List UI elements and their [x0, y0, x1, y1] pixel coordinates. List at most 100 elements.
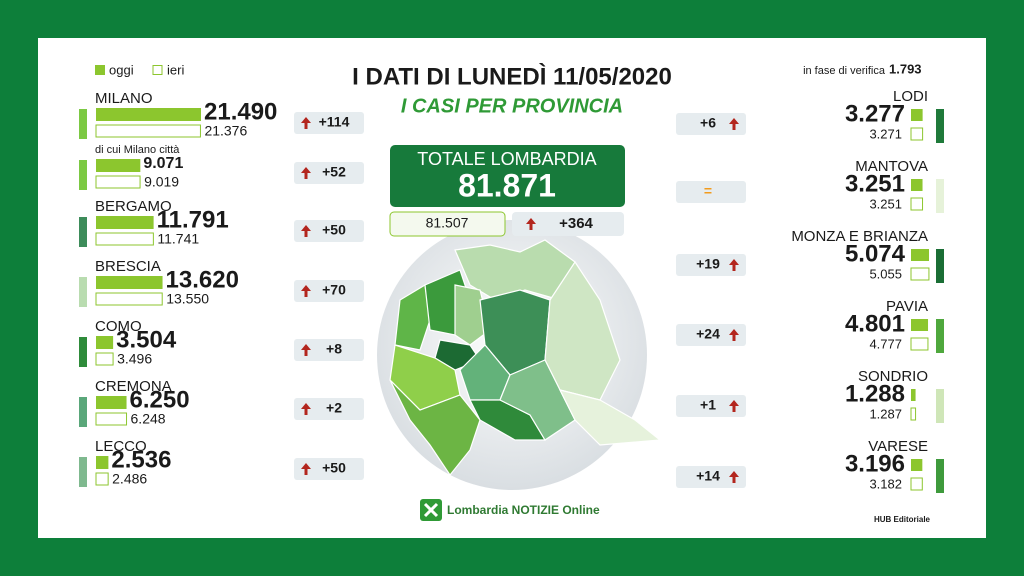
delta: +52 — [322, 164, 346, 180]
province-name: LECCO — [95, 438, 147, 455]
today-bar — [911, 389, 916, 401]
total-delta-box — [512, 212, 624, 236]
yesterday-bar — [910, 267, 930, 281]
brand: Lombardia NOTIZIE Online — [447, 503, 600, 517]
today-value: 3.251 — [845, 170, 905, 197]
total-label: TOTALE LOMBARDIA — [417, 149, 596, 169]
today-value: 21.490 — [204, 98, 277, 125]
yesterday-value: 3.251 — [869, 196, 902, 211]
legend-swatch — [152, 65, 163, 75]
delta-box — [676, 395, 746, 417]
subtitle: I CASI PER PROVINCIA — [401, 95, 623, 117]
color-stripe — [79, 457, 87, 487]
today-value: 11.791 — [157, 206, 229, 233]
color-stripe — [936, 249, 944, 283]
today-bar — [96, 396, 127, 409]
today-value: 13.620 — [166, 266, 239, 293]
map-region — [394, 284, 431, 351]
arrow-icon — [301, 167, 311, 179]
province-name: MONZA E BRIANZA — [791, 228, 928, 245]
yesterday-value: 3.182 — [869, 476, 902, 491]
color-stripe — [79, 160, 87, 190]
yesterday-bar — [910, 197, 924, 211]
today-value: 6.250 — [130, 386, 190, 413]
color-stripe — [936, 319, 944, 353]
delta-box — [294, 280, 364, 302]
delta: +50 — [322, 460, 346, 476]
total-yesterday: 81.507 — [426, 215, 469, 231]
yesterday-bar — [910, 127, 924, 141]
yesterday-value: 21.376 — [204, 123, 247, 139]
today-bar — [911, 179, 923, 191]
delta-box — [676, 324, 746, 346]
arrow-icon — [301, 225, 311, 237]
map-region — [389, 379, 481, 477]
arrow-icon — [729, 118, 739, 130]
today-bar — [911, 109, 923, 121]
yesterday-bar — [95, 232, 154, 246]
province-name: BERGAMO — [95, 198, 172, 215]
yesterday-value: 13.550 — [166, 291, 209, 307]
today-value: 5.074 — [845, 240, 906, 267]
province-name: COMO — [95, 318, 142, 335]
today-value: 9.071 — [143, 155, 183, 172]
legend-label: oggi — [109, 62, 134, 77]
province-name: MILANO — [95, 90, 153, 107]
today-value: 3.277 — [845, 100, 905, 127]
today-bar — [96, 336, 114, 349]
map — [389, 239, 662, 477]
arrow-icon — [729, 400, 739, 412]
map-region — [558, 389, 662, 446]
delta-box — [294, 339, 364, 361]
delta: +6 — [700, 115, 716, 131]
arrow-icon — [301, 344, 311, 356]
total-delta: +364 — [559, 215, 593, 232]
yesterday-value: 6.248 — [131, 411, 166, 427]
today-value: 4.801 — [845, 310, 905, 337]
yesterday-bar — [95, 352, 114, 366]
province-name: di cui Milano città — [95, 144, 180, 156]
province-name: CREMONA — [95, 378, 172, 395]
color-stripe — [79, 277, 87, 307]
total-box — [390, 145, 625, 207]
legend-swatch — [95, 65, 105, 75]
yesterday-bar — [910, 477, 923, 491]
color-stripe — [936, 179, 944, 213]
verification-value: 1.793 — [889, 61, 922, 76]
title: I DATI DI LUNEDÌ 11/05/2020 — [352, 62, 672, 90]
delta-box — [676, 254, 746, 276]
color-stripe — [79, 337, 87, 367]
delta-box — [294, 112, 364, 134]
yesterday-bar — [95, 412, 128, 426]
today-bar — [96, 108, 201, 121]
today-bar — [911, 459, 923, 471]
color-stripe — [936, 389, 944, 423]
province-name: LODI — [893, 88, 928, 105]
delta: +70 — [322, 282, 346, 298]
color-stripe — [936, 109, 944, 143]
verification-label: in fase di verifica — [803, 65, 886, 77]
today-bar — [96, 216, 154, 229]
province-name: VARESE — [868, 438, 928, 455]
today-bar — [96, 456, 109, 469]
province-name: BRESCIA — [95, 258, 161, 275]
arrow-icon — [301, 117, 311, 129]
today-value: 3.504 — [116, 326, 177, 353]
yesterday-value: 3.496 — [117, 351, 152, 367]
delta: +24 — [696, 326, 720, 342]
yesterday-value: 5.055 — [869, 266, 902, 281]
yesterday-bar — [95, 124, 201, 138]
arrow-icon — [729, 471, 739, 483]
today-bar — [96, 276, 163, 289]
delta-box — [294, 162, 364, 184]
color-stripe — [79, 109, 87, 139]
province-name: PAVIA — [886, 298, 928, 315]
delta: = — [704, 183, 712, 199]
total-value: 81.871 — [458, 167, 556, 203]
yesterday-value: 9.019 — [144, 174, 179, 190]
delta-box — [294, 220, 364, 242]
delta: +1 — [700, 397, 716, 413]
yesterday-bar — [95, 472, 109, 486]
